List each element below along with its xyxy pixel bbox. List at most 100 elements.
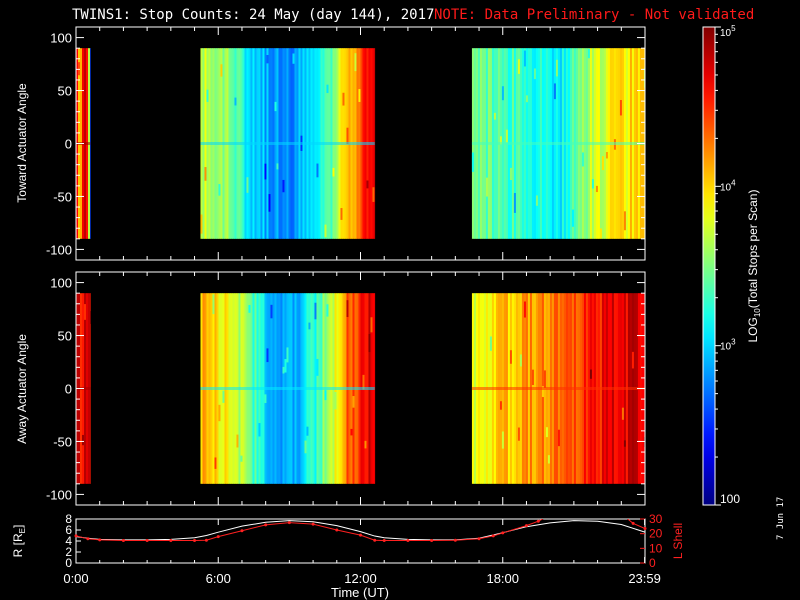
y-tick-label: -50 [53,434,72,449]
l-shell-point [430,539,434,543]
heatmap-cell [619,100,623,116]
heatmap-column [90,293,91,484]
heatmap-cell [90,311,91,324]
colorbar-label-sub: 10 [753,308,762,317]
r-tick-label: 0 [65,556,72,570]
colorbar-tick-base: 10 [720,182,732,193]
l-shell-point [311,522,315,526]
l-shell-point [524,524,528,528]
l-shell-point [145,539,149,543]
y-tick-label: -100 [46,242,72,257]
l-shell-point [477,537,481,541]
heatmap-cell [533,68,537,80]
toward-ylabel: Toward Actuator Angle [15,83,29,203]
y-tick-label: 0 [65,137,72,152]
heatmap-cell [266,348,269,363]
heatmap-cell [370,317,373,333]
heatmap-cell [541,386,545,398]
orbit-y2label: L Shell [671,523,685,559]
l-shell-point [359,533,362,537]
heatmap-cell [517,59,521,74]
heatmap-cell [489,336,493,351]
l-shell-tick-label: 30 [649,512,663,526]
heatmap-cell [282,179,285,193]
l-shell-point [406,539,410,543]
heatmap-cell [204,167,207,181]
heatmap-cell [264,394,267,404]
heatmap-cell [276,163,279,170]
heatmap-cell [264,163,267,180]
heatmap-cell [340,208,343,220]
l-shell-point [193,539,197,543]
heatmap-cell [206,89,209,102]
heatmap-cell [334,392,337,410]
heatmap-cell [82,434,85,446]
time-tick-label: 6:00 [206,571,231,586]
heatmap-cell [509,350,513,364]
heatmap-cell [214,457,217,469]
time-tick-label: 18:00 [486,571,519,586]
away-ylabel: Away Actuator Angle [15,334,29,444]
heatmap-cell [595,185,599,193]
heatmap-cell [591,179,595,189]
heatmap-cell [346,300,349,318]
colorbar-tick-exp: 5 [731,24,736,33]
l-shell-tick-label: 20 [649,527,663,541]
l-shell-point [204,538,208,542]
heatmap-cell [509,167,513,180]
heatmap-cell [368,333,371,353]
l-shell-point [501,531,505,535]
colorbar-tick-base: 10 [720,28,732,39]
heatmap-cell [531,369,535,385]
heatmap-cell [286,347,289,363]
heatmap-cell [342,92,345,106]
l-shell-point [453,538,457,542]
l-shell-point [121,539,125,543]
heatmap-cell [519,354,523,367]
heatmap-cell [557,429,561,447]
heatmap-cell [513,193,517,213]
heatmap-cell [270,304,273,319]
orbit-ylabel: R [RE] [11,525,27,558]
orbit-lines [74,519,647,543]
l-shell-point [373,538,377,542]
colorbar-tick-base: 100 [720,492,740,506]
away-panel: 100 50 0 -50 -100 Away Actuator Angle [15,271,646,506]
heatmap-cell [324,390,327,401]
heatmap-cell [555,59,559,77]
orbit-ylabel-close: ] [11,525,25,528]
heatmap-cell [346,127,349,145]
heatmap-cell [354,53,357,72]
heatmap-cell [266,54,269,64]
heatmap-zero-band [200,142,375,145]
l-shell-point [74,534,78,538]
colorbar-tick-label: 104 [720,178,736,193]
heatmap-cell [599,228,603,239]
heatmap-cell [308,322,311,330]
y-tick-label: 50 [58,84,72,99]
r-tick-label: 2 [65,545,72,559]
heatmap-cell [350,428,353,436]
colorbar-tick-label: 105 [720,24,736,39]
heatmap-cell [200,214,203,234]
colorbar-frame [702,26,716,506]
chart-title: TWINS1: Stop Counts: 24 May (day 144), 2… [72,7,435,23]
l-shell-point [98,538,102,542]
heatmap-cell [268,194,271,212]
heatmap-cell [525,95,529,103]
heatmap-cell [501,431,505,449]
heatmap-cell [314,302,317,320]
colorbar-label: LOG10(Total Stops per Scan) [746,190,762,343]
orbit-ylabel-sub: E [18,528,27,533]
heatmap-cell [631,351,635,369]
heatmap-cell [284,359,287,373]
data-preliminary-note: NOTE: Data Preliminary - Not validated [434,7,755,23]
heatmap-cell [316,358,319,376]
heatmap-cell [499,401,503,410]
heatmap-cell [292,53,295,64]
heatmap-cell [248,305,251,313]
colorbar-gradient [703,27,715,505]
